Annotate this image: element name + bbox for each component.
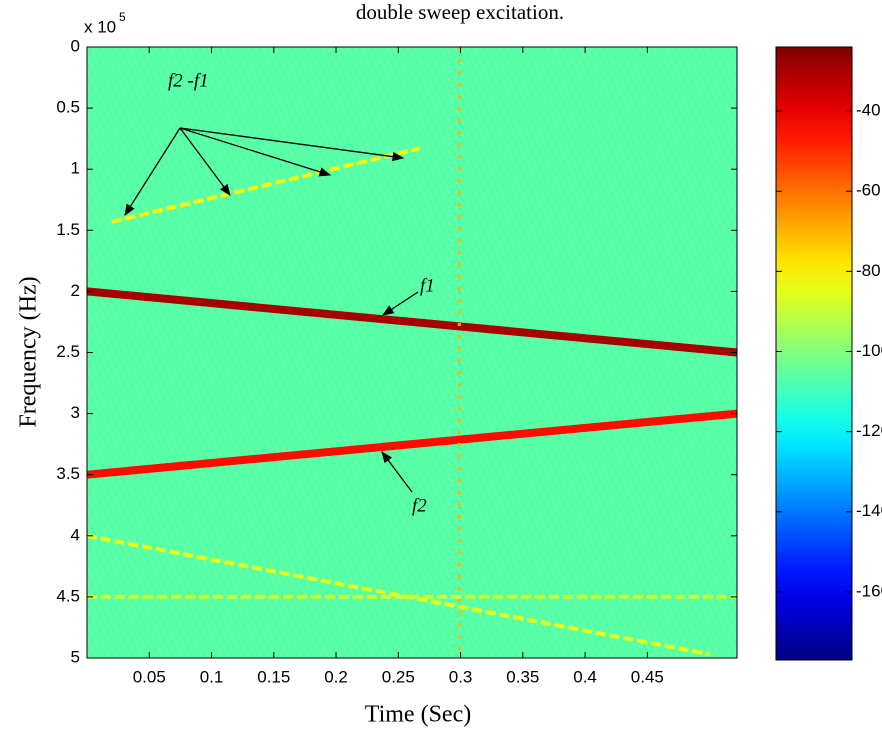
spectral-line	[86, 287, 738, 357]
annotation: f2	[412, 495, 427, 516]
colorbar-tick-label: -80	[856, 261, 881, 280]
x-tick-label: 0.45	[631, 667, 664, 686]
x-tick-label: 0.2	[324, 667, 348, 686]
colorbar-tick-label: -40	[856, 101, 881, 120]
y-tick-label: 2.5	[56, 342, 80, 361]
x-tick-label: 0.1	[200, 667, 224, 686]
x-tick-label: 0.05	[133, 667, 166, 686]
texture	[87, 47, 737, 658]
colorbar-tick-label: -100	[856, 341, 882, 360]
colorbar	[775, 46, 853, 661]
annotations: f2 -f1 f1 f2	[124, 70, 435, 516]
y-tick-label: 0	[71, 36, 80, 55]
y-tick-label: 4.5	[56, 586, 80, 605]
colorbar-tick-label: -160	[856, 581, 882, 600]
colorbar-tick-label: -140	[856, 501, 882, 520]
y-multiplier-exponent: 5	[119, 10, 126, 24]
y-tick-label: 1	[71, 159, 80, 178]
arrow	[124, 127, 181, 216]
arrow	[179, 127, 231, 196]
y-tick-label: 2	[71, 281, 80, 300]
y-tick-label: 5	[71, 647, 80, 666]
arrow	[179, 127, 332, 177]
y-multiplier: x 10	[84, 17, 116, 36]
x-tick-label: 0.25	[382, 667, 415, 686]
y-tick-label: 4	[71, 525, 80, 544]
arrow	[382, 291, 419, 316]
x-tick-label: 0.15	[257, 667, 290, 686]
arrow	[381, 451, 413, 493]
spectral-line	[86, 409, 738, 479]
spectral-line	[111, 146, 420, 224]
y-tick-label: 3	[71, 403, 80, 422]
y-tick-label: 3.5	[56, 464, 80, 483]
annotation: f2 -f1	[168, 70, 209, 91]
plot-area	[86, 46, 738, 659]
x-tick-label: 0.35	[506, 667, 539, 686]
annotation: f1	[420, 275, 435, 296]
colorbar-tick-label: -60	[856, 181, 881, 200]
x-tick-label: 0.4	[573, 667, 597, 686]
colorbar-tick-label: -120	[856, 421, 882, 440]
x-axis-label: Time (Sec)	[365, 702, 471, 728]
chart-title: double sweep excitation.	[356, 0, 564, 24]
arrow	[179, 127, 405, 162]
y-axis-label: Frequency (Hz)	[16, 276, 42, 427]
x-tick-label: 0.3	[449, 667, 473, 686]
y-tick-label: 1.5	[56, 220, 80, 239]
y-tick-label: 0.5	[56, 98, 80, 117]
